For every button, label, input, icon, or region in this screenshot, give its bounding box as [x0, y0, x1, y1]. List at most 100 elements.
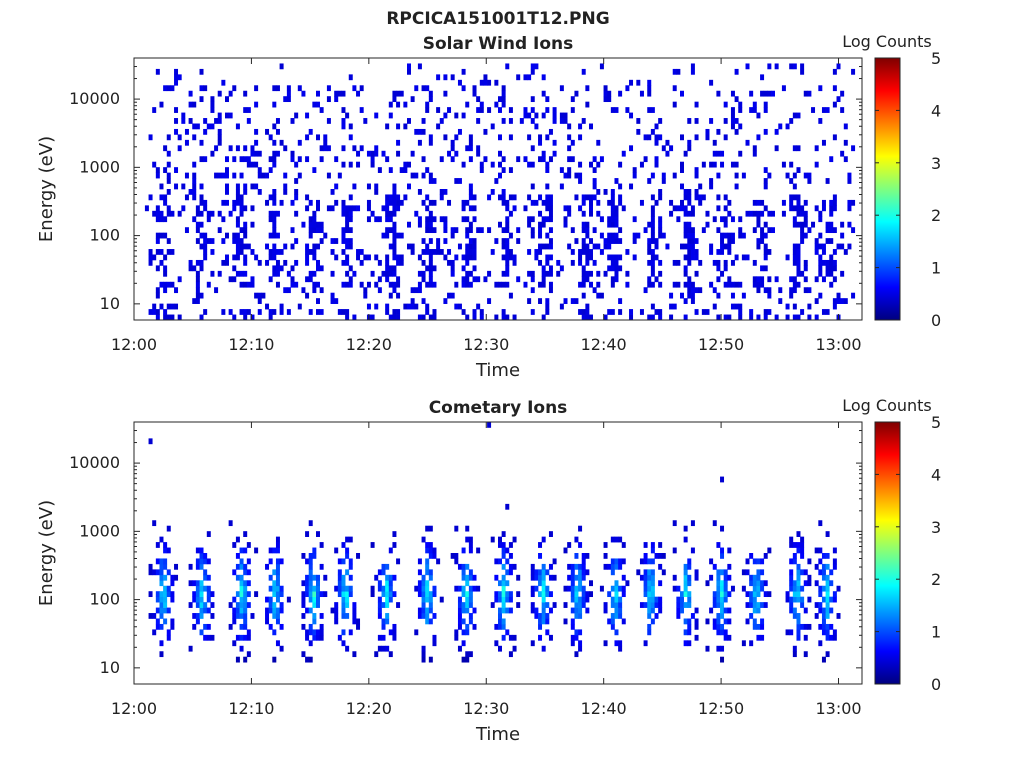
heatmap-cell	[570, 96, 575, 103]
heatmap-cell	[421, 238, 426, 244]
heatmap-cell	[305, 194, 310, 201]
heatmap-cell	[225, 96, 229, 103]
heatmap-cell	[807, 303, 812, 310]
heatmap-cell	[319, 623, 324, 630]
heatmap-cell	[268, 156, 273, 163]
heatmap-cell	[749, 210, 754, 217]
heatmap-cell	[581, 281, 586, 288]
heatmap-cell	[767, 227, 772, 234]
heatmap-cell	[239, 156, 244, 163]
heatmap-cell	[680, 134, 684, 141]
heatmap-cell	[643, 558, 648, 565]
heatmap-cell	[166, 314, 171, 320]
heatmap-cell	[421, 118, 426, 124]
heatmap-cell	[246, 243, 251, 250]
heatmap-cell	[538, 569, 543, 576]
heatmap-cell	[829, 623, 834, 630]
heatmap-cell	[647, 238, 652, 244]
heatmap-cell	[392, 199, 397, 206]
colorbar-tick-label: 2	[931, 570, 941, 589]
heatmap-cell	[421, 156, 426, 163]
heatmap-cell	[272, 227, 277, 234]
heatmap-cell	[272, 101, 277, 108]
heatmap-cell	[235, 145, 240, 152]
heatmap-cell	[530, 270, 535, 277]
heatmap-cell	[821, 569, 826, 576]
heatmap-cell	[428, 216, 433, 223]
heatmap-cell	[705, 128, 710, 135]
heatmap-cell	[268, 276, 273, 283]
heatmap-cell	[498, 161, 502, 168]
heatmap-cell	[632, 238, 637, 244]
heatmap-cell	[683, 569, 688, 576]
heatmap-cell	[541, 221, 546, 228]
heatmap-cell	[712, 602, 717, 608]
heatmap-cell	[275, 591, 280, 598]
heatmap-cell	[672, 520, 677, 527]
heatmap-cell	[763, 314, 768, 320]
heatmap-cell	[563, 216, 568, 223]
heatmap-cell	[447, 150, 452, 157]
heatmap-cell	[501, 563, 506, 570]
heatmap-cell	[567, 542, 572, 548]
heatmap-cell	[396, 281, 401, 288]
heatmap-cell	[614, 210, 619, 217]
heatmap-cell	[366, 303, 371, 310]
heatmap-cell	[457, 613, 462, 619]
heatmap-cell	[814, 580, 819, 587]
heatmap-cell	[348, 536, 353, 543]
heatmap-cell	[206, 574, 211, 581]
heatmap-cell	[683, 314, 688, 320]
heatmap-cell	[421, 259, 426, 266]
heatmap-cell	[720, 476, 725, 483]
heatmap-cell	[570, 591, 575, 598]
heatmap-cell	[286, 90, 291, 97]
heatmap-cell	[505, 259, 510, 266]
heatmap-cell	[720, 150, 725, 157]
heatmap-cell	[501, 574, 506, 581]
heatmap-cell	[650, 585, 655, 592]
heatmap-cell	[468, 221, 473, 228]
heatmap-cell	[432, 265, 437, 272]
heatmap-cell	[508, 232, 513, 239]
heatmap-cell	[152, 520, 157, 527]
heatmap-cell	[417, 128, 422, 135]
heatmap-cell	[574, 634, 579, 641]
heatmap-cell	[334, 298, 339, 304]
heatmap-cell	[330, 292, 335, 299]
heatmap-cell	[341, 205, 346, 212]
heatmap-cell	[348, 216, 353, 223]
x-tick-label: 12:50	[698, 699, 744, 718]
heatmap-cell	[548, 574, 553, 581]
heatmap-cell	[501, 547, 506, 554]
heatmap-cell	[818, 547, 823, 554]
heatmap-cell	[428, 607, 433, 614]
heatmap-cell	[687, 232, 692, 239]
heatmap-cell	[658, 281, 663, 288]
heatmap-cell	[741, 640, 746, 647]
heatmap-cell	[720, 270, 725, 277]
heatmap-cell	[257, 259, 262, 266]
heatmap-cell	[166, 172, 171, 179]
heatmap-cell	[738, 123, 743, 130]
heatmap-cell	[261, 292, 266, 299]
heatmap-cell	[541, 243, 546, 250]
heatmap-cell	[720, 607, 725, 614]
heatmap-cell	[796, 221, 801, 228]
heatmap-cell	[432, 634, 437, 641]
heatmap-cell	[348, 591, 353, 598]
heatmap-cell	[454, 281, 459, 288]
heatmap-cell	[268, 602, 273, 608]
heatmap-cell	[396, 90, 401, 97]
heatmap-cell	[610, 276, 615, 283]
heatmap-cell	[494, 596, 499, 603]
heatmap-cell	[832, 85, 837, 92]
heatmap-cell	[272, 569, 277, 576]
heatmap-cell	[192, 216, 197, 223]
heatmap-cell	[538, 634, 543, 641]
heatmap-cell	[428, 591, 433, 598]
heatmap-cell	[603, 238, 608, 244]
heatmap-cell	[639, 199, 644, 206]
heatmap-cell	[337, 569, 342, 576]
heatmap-cell	[217, 128, 222, 135]
